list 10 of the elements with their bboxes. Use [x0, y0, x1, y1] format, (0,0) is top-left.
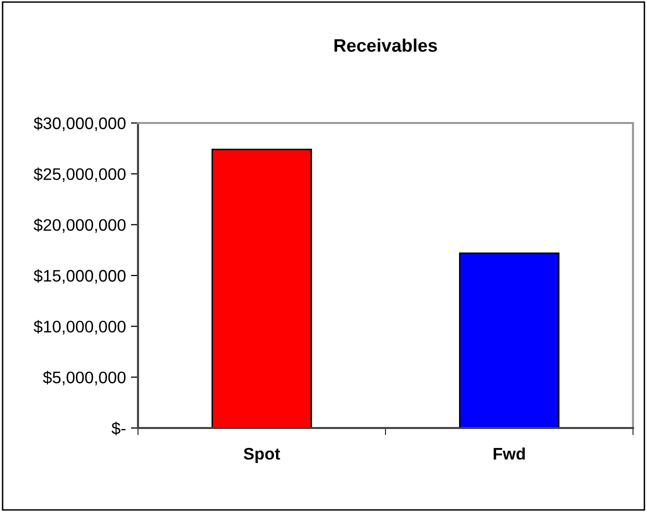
y-tick-label: $25,000,000: [34, 168, 126, 182]
x-tick-label: Spot: [244, 448, 280, 463]
x-tick-label: Fwd: [494, 447, 525, 460]
y-tick-label: $30,000,000: [34, 116, 126, 132]
y-tick-label: $10,000,000: [34, 320, 126, 335]
y-tick-label: $15,000,000: [34, 269, 126, 284]
y-tick-label: $-: [112, 422, 126, 436]
y-tick-label: $20,000,000: [34, 218, 126, 233]
y-tick-label: $5,000,000: [42, 370, 126, 386]
chart-title: Receivables: [334, 38, 437, 52]
